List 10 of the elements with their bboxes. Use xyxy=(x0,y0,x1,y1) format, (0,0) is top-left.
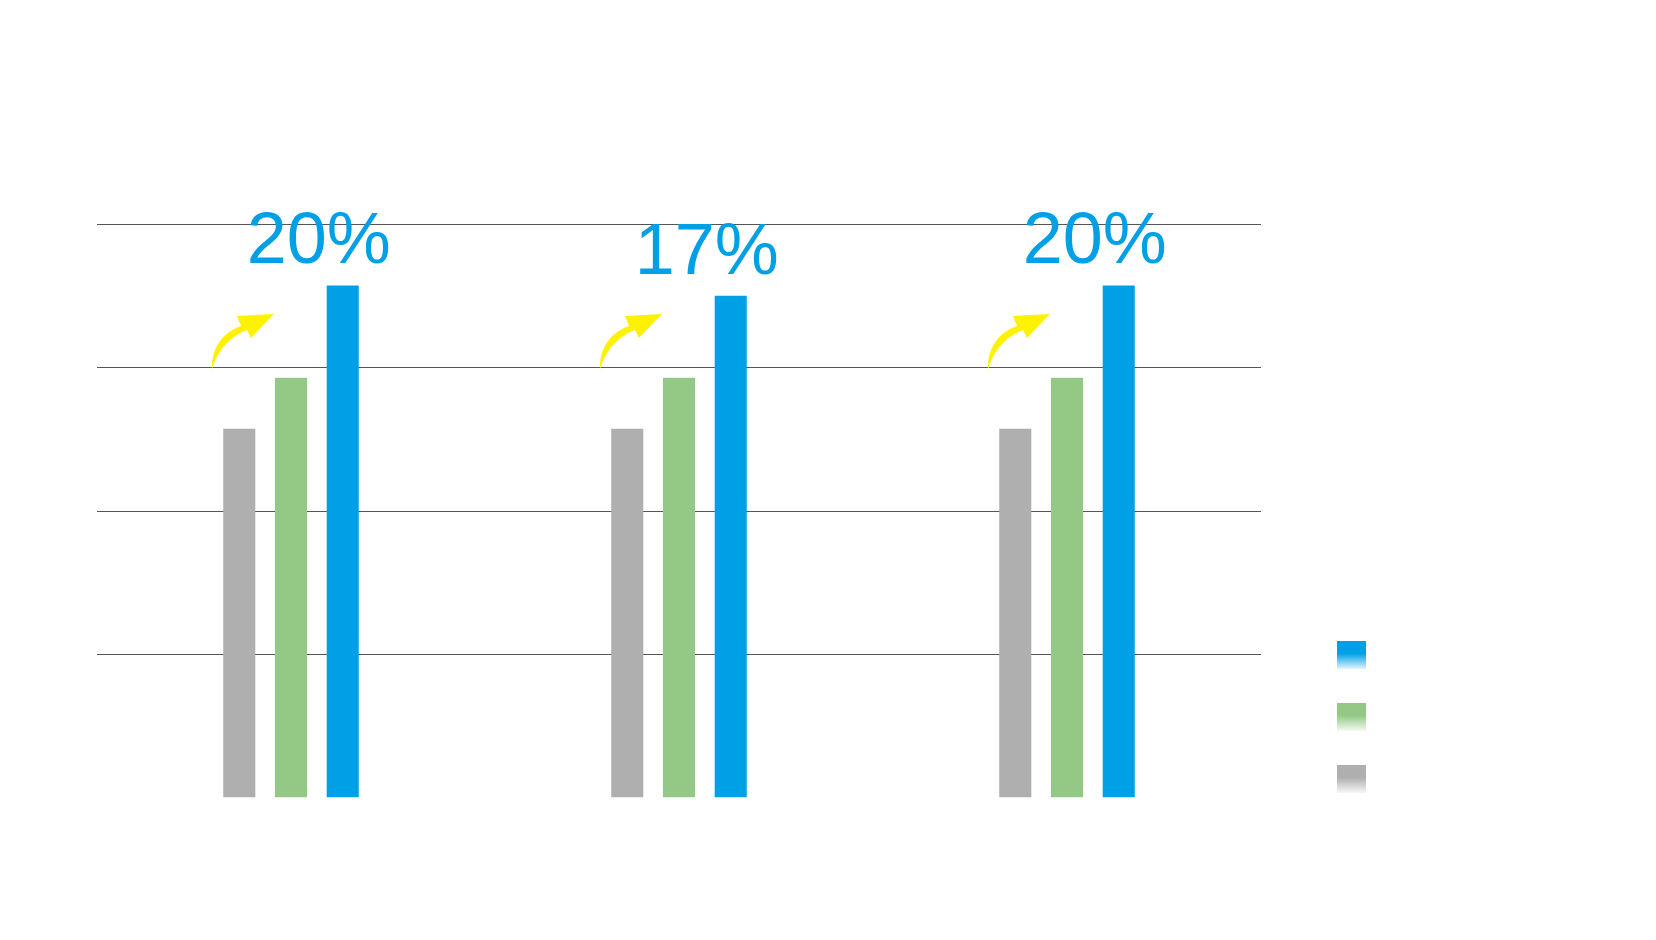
bar xyxy=(326,285,359,798)
bar xyxy=(611,428,644,798)
bar xyxy=(1050,377,1084,798)
annotation: 17% xyxy=(634,208,779,289)
bar xyxy=(662,377,696,798)
bar xyxy=(274,377,308,798)
bar xyxy=(999,428,1032,798)
bar xyxy=(223,428,256,798)
bar xyxy=(714,295,747,798)
bar xyxy=(1102,285,1135,798)
